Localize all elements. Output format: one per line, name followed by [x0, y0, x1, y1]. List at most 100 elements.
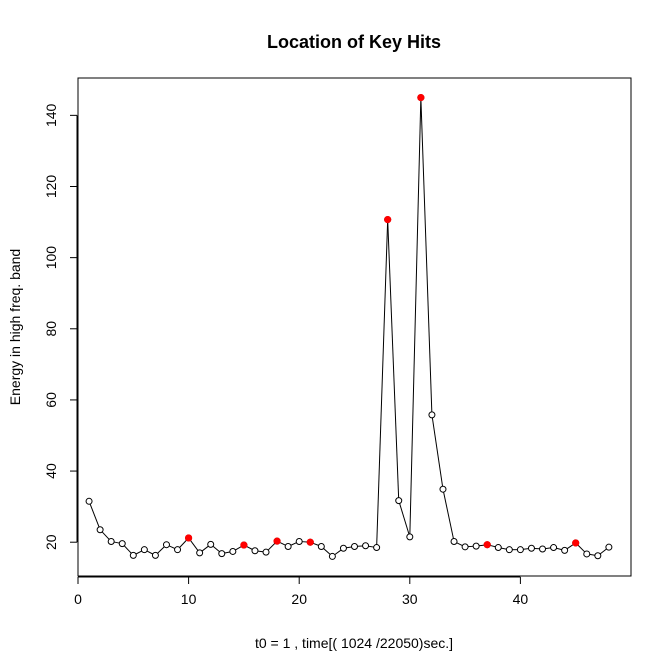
x-tick-label: 40 [513, 591, 529, 607]
series-line-segment [566, 544, 574, 550]
y-tick-label: 100 [43, 246, 59, 270]
x-tick-label: 20 [291, 591, 307, 607]
data-point [174, 546, 182, 554]
y-tick-label: 60 [43, 392, 59, 408]
series-line-segment [501, 547, 507, 550]
data-point [151, 551, 159, 559]
data-point [439, 485, 447, 493]
data-point [472, 542, 480, 550]
series-line-segment [545, 547, 551, 550]
data-point [561, 546, 569, 554]
series-line-segment [267, 542, 276, 551]
series-line-segment [179, 539, 187, 548]
x-tick-label: 0 [74, 591, 82, 607]
data-point [339, 544, 347, 552]
data-point [527, 544, 535, 552]
series-line-segment [479, 544, 485, 547]
key-hit-point [273, 537, 281, 545]
x-tick-label: 10 [181, 591, 197, 607]
data-point [505, 546, 513, 554]
series-line-segment [577, 544, 585, 553]
y-axis-label: Energy in high freq. band [7, 249, 23, 405]
series-line-segment [368, 545, 374, 548]
data-point [262, 548, 270, 556]
key-hit-point [572, 539, 580, 547]
data-point [284, 542, 292, 550]
data-point [594, 552, 602, 560]
key-hit-point [185, 534, 193, 542]
plot-frame [77, 77, 632, 577]
series-layer [85, 94, 613, 560]
data-point [583, 550, 591, 558]
series-line-segment [290, 542, 297, 546]
data-point [118, 540, 126, 548]
series-line-segment [312, 542, 319, 546]
data-point [140, 546, 148, 554]
series-line-segment [409, 100, 422, 534]
data-point [605, 543, 613, 551]
series-line-segment [334, 549, 342, 556]
data-point [207, 540, 215, 548]
data-point [373, 544, 381, 552]
data-point [96, 526, 104, 534]
y-tick-label: 120 [43, 175, 59, 199]
x-tick-label: 30 [402, 591, 418, 607]
x-axis: 0 10 20 30 40 [74, 576, 529, 607]
key-hits-layer [185, 93, 580, 549]
series-line-segment [189, 540, 199, 551]
x-axis-label: t0 = 1 , time[( 1024 /22050)sec.] [255, 635, 453, 651]
series-line-segment [346, 546, 352, 549]
series-line-segment [399, 503, 410, 535]
key-hit-point [417, 93, 425, 102]
series-line-segment [246, 545, 253, 550]
series-line-segment [323, 548, 331, 555]
series-line-segment [599, 548, 607, 555]
y-tick-label: 80 [43, 321, 59, 337]
series-line-segment [89, 503, 100, 528]
data-point [516, 546, 524, 554]
series-line-segment [157, 546, 165, 554]
series-line-segment [146, 550, 153, 555]
data-point [218, 550, 226, 558]
key-hit-point [306, 538, 314, 546]
series-line-segment [279, 541, 286, 546]
series-line-segment [201, 545, 209, 552]
data-point [328, 552, 336, 560]
series-line-segment [589, 553, 595, 556]
series-line-segment [212, 545, 220, 553]
data-point [85, 497, 93, 505]
data-point [129, 551, 137, 559]
series-line-segment [420, 100, 433, 412]
data-point [107, 537, 115, 545]
data-point [251, 547, 259, 555]
series-line-segment [376, 222, 389, 545]
key-hit-point [483, 541, 491, 549]
data-point [351, 542, 358, 550]
series-line-segment [169, 545, 176, 549]
data-point [362, 542, 370, 550]
y-tick-label: 140 [43, 103, 59, 127]
data-point [196, 549, 204, 557]
series-line-segment [443, 492, 454, 539]
series-line-segment [431, 417, 444, 487]
key-hit-point [384, 215, 392, 224]
data-point [229, 547, 237, 555]
y-axis: 20 40 60 80 100 120 140 [43, 103, 78, 550]
data-point [428, 411, 436, 419]
key-hit-point [240, 541, 248, 549]
series-line-segment [123, 545, 132, 554]
series-line-segment [556, 547, 562, 551]
series-line-segment [235, 546, 242, 551]
data-point [317, 542, 325, 550]
data-point [295, 537, 303, 545]
data-point [406, 533, 414, 541]
series-line-segment [490, 544, 496, 548]
series-line-segment [387, 222, 400, 498]
data-point [162, 541, 170, 549]
data-point [539, 545, 547, 553]
series-line-segment [224, 551, 230, 554]
series-line-segment [101, 531, 110, 540]
data-point [550, 544, 558, 552]
series-line-segment [135, 550, 142, 555]
chart-title: Location of Key Hits [267, 32, 441, 52]
